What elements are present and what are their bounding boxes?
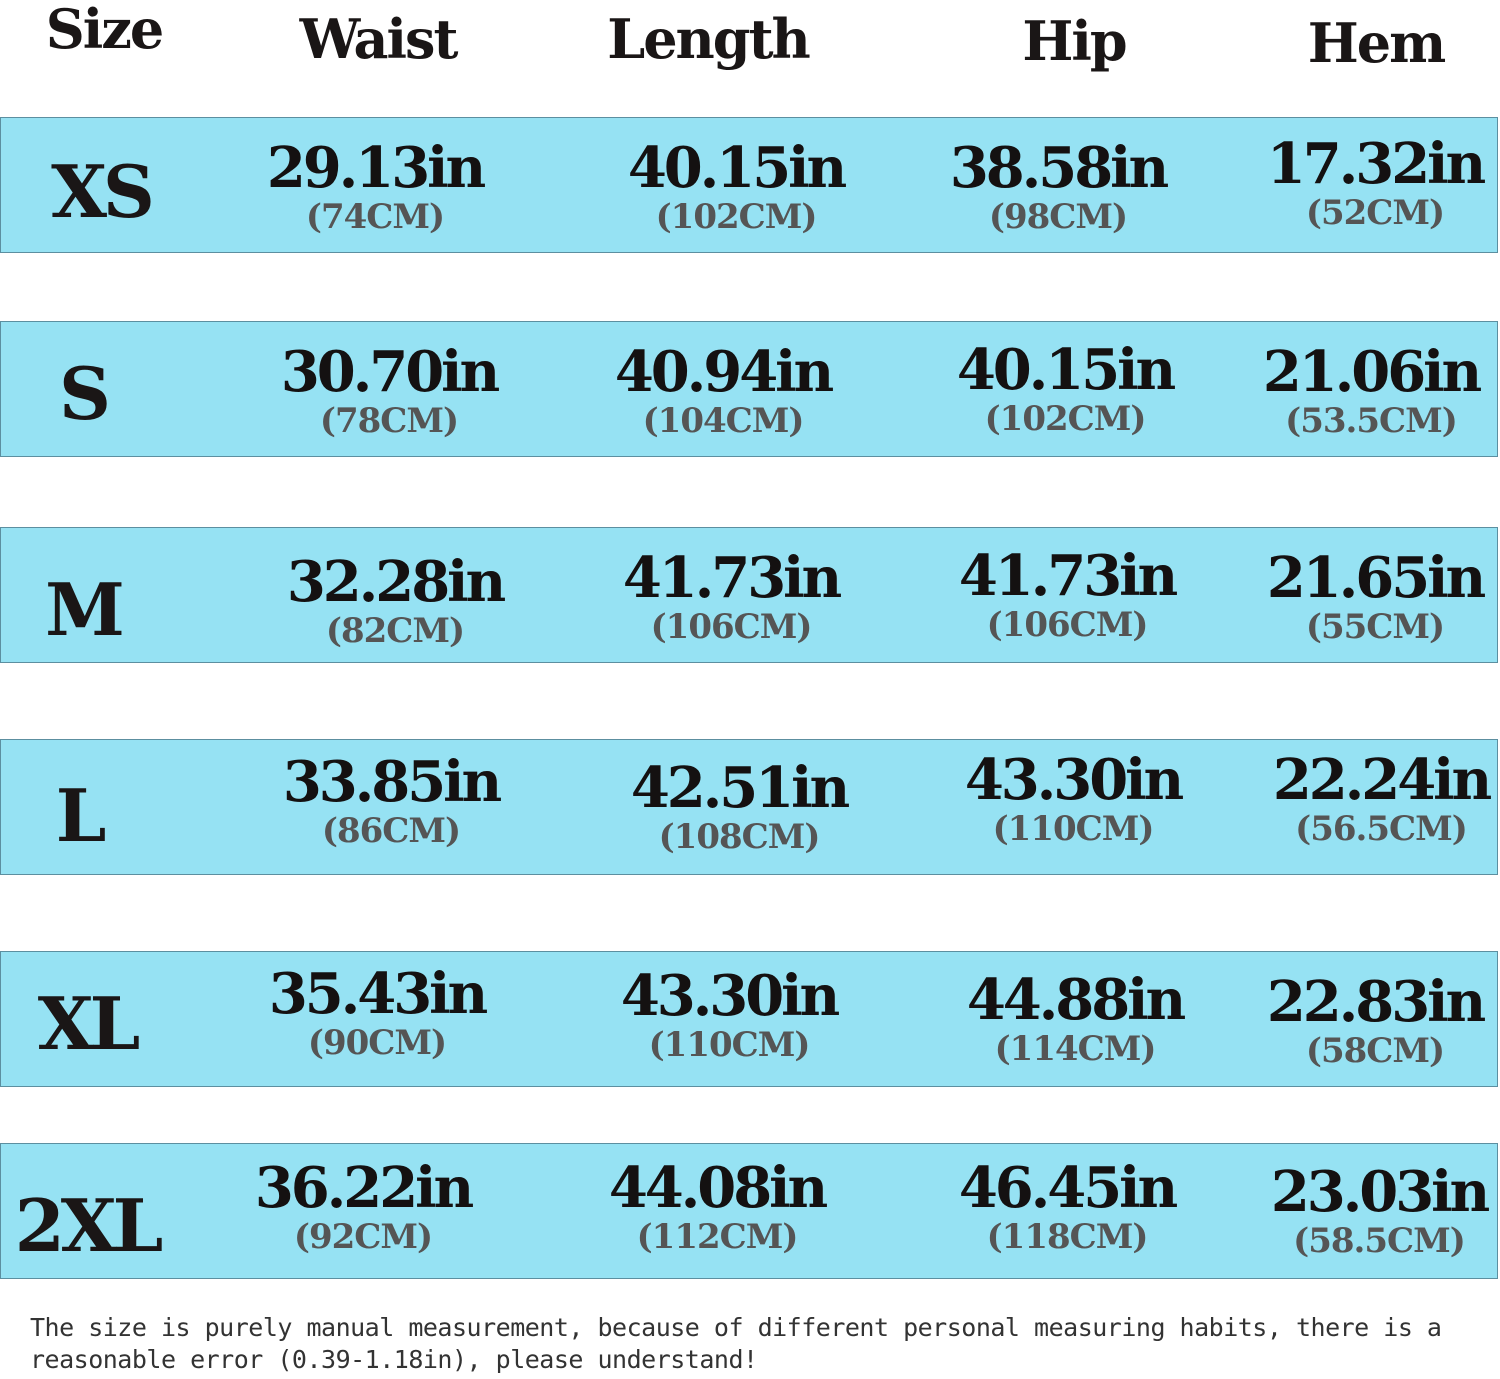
waist-cell: 36.22in (92CM) — [213, 1160, 513, 1254]
hip-cell: 46.45in (118CM) — [917, 1160, 1217, 1254]
inch-value: 33.85in — [282, 749, 502, 815]
hip-cell: 43.30in (110CM) — [923, 752, 1223, 846]
cm-value: (110CM) — [992, 809, 1155, 849]
length-cell: 43.30in (110CM) — [579, 968, 879, 1062]
cm-value: (102CM) — [655, 197, 818, 237]
inch-value: 29.13in — [266, 135, 486, 201]
measurement-disclaimer: The size is purely manual measurement, b… — [30, 1313, 1442, 1374]
cm-value: (52CM) — [1305, 193, 1445, 233]
inch-value: 44.88in — [966, 967, 1186, 1033]
length-cell: 41.73in (106CM) — [581, 550, 881, 644]
inch-value: 21.65in — [1266, 545, 1486, 611]
inch-value: 32.28in — [286, 549, 506, 615]
header-waist: Waist — [299, 7, 459, 71]
hip-cell: 40.15in (102CM) — [915, 342, 1215, 436]
inch-value: 46.45in — [958, 1155, 1178, 1221]
size-label: S — [59, 351, 111, 436]
cm-value: (55CM) — [1305, 607, 1445, 647]
cm-value: (104CM) — [642, 401, 805, 441]
header-hem: Hem — [1307, 11, 1447, 75]
inch-value: 35.43in — [268, 961, 488, 1027]
inch-value: 22.24in — [1272, 747, 1492, 813]
size-label: XS — [51, 149, 155, 234]
inch-value: 38.58in — [949, 135, 1169, 201]
table-row-xl: XL 35.43in (90CM) 43.30in (110CM) 44.88i… — [0, 951, 1498, 1087]
waist-cell: 35.43in (90CM) — [227, 966, 527, 1060]
hip-cell: 38.58in (98CM) — [908, 140, 1208, 234]
inch-value: 36.22in — [254, 1155, 474, 1221]
inch-value: 21.06in — [1262, 339, 1482, 405]
cm-value: (108CM) — [658, 817, 821, 857]
inch-value: 42.51in — [630, 755, 850, 821]
size-label: 2XL — [14, 1183, 164, 1268]
waist-cell: 32.28in (82CM) — [245, 554, 545, 648]
hem-cell: 22.24in (56.5CM) — [1231, 752, 1500, 846]
table-row-l: L 33.85in (86CM) 42.51in (108CM) 43.30in… — [0, 739, 1498, 875]
header-hip: Hip — [1022, 9, 1127, 73]
header-size: Size — [45, 0, 165, 61]
inch-value: 43.30in — [620, 963, 840, 1029]
inch-value: 43.30in — [964, 747, 1184, 813]
cm-value: (90CM) — [307, 1023, 447, 1063]
hip-cell: 44.88in (114CM) — [925, 972, 1225, 1066]
inch-value: 22.83in — [1266, 969, 1486, 1035]
cm-value: (92CM) — [293, 1217, 433, 1257]
hem-cell: 21.65in (55CM) — [1225, 550, 1500, 644]
cm-value: (78CM) — [319, 401, 459, 441]
cm-value: (86CM) — [321, 811, 461, 851]
hem-cell: 22.83in (58CM) — [1225, 974, 1500, 1068]
hem-cell: 23.03in (58.5CM) — [1229, 1164, 1500, 1258]
hip-cell: 41.73in (106CM) — [917, 548, 1217, 642]
inch-value: 40.15in — [956, 337, 1176, 403]
inch-value: 17.32in — [1266, 131, 1486, 197]
cm-value: (74CM) — [305, 197, 445, 237]
waist-cell: 29.13in (74CM) — [225, 140, 525, 234]
cm-value: (58.5CM) — [1293, 1221, 1466, 1261]
cm-value: (114CM) — [994, 1029, 1157, 1069]
cm-value: (82CM) — [325, 611, 465, 651]
inch-value: 30.70in — [280, 339, 500, 405]
inch-value: 44.08in — [608, 1155, 828, 1221]
length-cell: 42.51in (108CM) — [589, 760, 889, 854]
table-header: Size Waist Length Hip Hem — [0, 0, 1500, 80]
table-row-2xl: 2XL 36.22in (92CM) 44.08in (112CM) 46.45… — [0, 1143, 1498, 1279]
waist-cell: 33.85in (86CM) — [241, 754, 541, 848]
inch-value: 23.03in — [1270, 1159, 1490, 1225]
length-cell: 40.94in (104CM) — [573, 344, 873, 438]
table-row-xs: XS 29.13in (74CM) 40.15in (102CM) 38.58i… — [0, 117, 1498, 253]
length-cell: 40.15in (102CM) — [586, 140, 886, 234]
cm-value: (112CM) — [636, 1217, 799, 1257]
size-label: M — [45, 567, 125, 652]
cm-value: (110CM) — [648, 1025, 811, 1065]
cm-value: (118CM) — [986, 1217, 1149, 1257]
cm-value: (106CM) — [986, 605, 1149, 645]
cm-value: (53.5CM) — [1285, 401, 1458, 441]
inch-value: 41.73in — [622, 545, 842, 611]
cm-value: (56.5CM) — [1295, 809, 1468, 849]
hem-cell: 17.32in (52CM) — [1225, 136, 1500, 230]
table-row-s: S 30.70in (78CM) 40.94in (104CM) 40.15in… — [0, 321, 1498, 457]
cm-value: (58CM) — [1305, 1031, 1445, 1071]
cm-value: (102CM) — [984, 399, 1147, 439]
hem-cell: 21.06in (53.5CM) — [1221, 344, 1500, 438]
table-row-m: M 32.28in (82CM) 41.73in (106CM) 41.73in… — [0, 527, 1498, 663]
cm-value: (98CM) — [988, 197, 1128, 237]
inch-value: 40.15in — [627, 135, 847, 201]
inch-value: 40.94in — [614, 339, 834, 405]
header-length: Length — [607, 7, 811, 71]
waist-cell: 30.70in (78CM) — [239, 344, 539, 438]
length-cell: 44.08in (112CM) — [567, 1160, 867, 1254]
inch-value: 41.73in — [958, 543, 1178, 609]
cm-value: (106CM) — [650, 607, 813, 647]
size-label: XL — [37, 981, 140, 1066]
size-label: L — [55, 773, 107, 858]
